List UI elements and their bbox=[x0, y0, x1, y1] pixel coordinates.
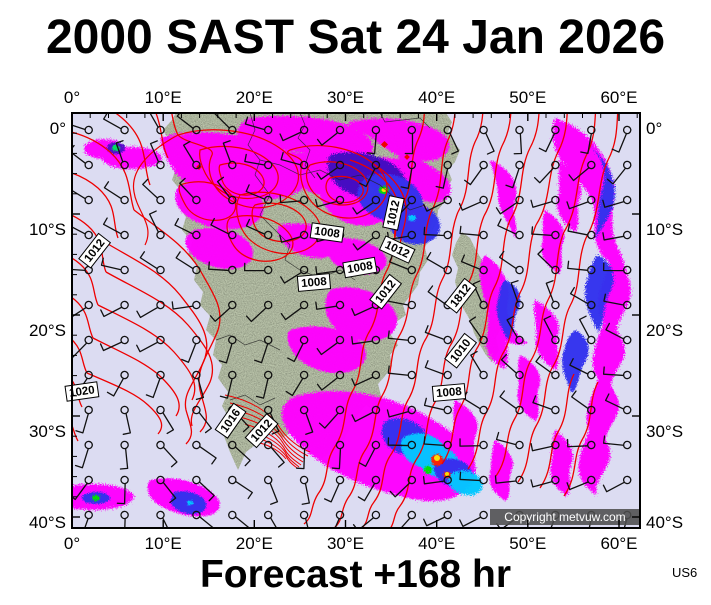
svg-text:60°E: 60°E bbox=[600, 88, 637, 107]
svg-text:40°E: 40°E bbox=[418, 534, 455, 553]
svg-text:20°E: 20°E bbox=[236, 534, 273, 553]
svg-text:0°: 0° bbox=[50, 119, 66, 138]
svg-text:1008: 1008 bbox=[301, 276, 328, 290]
svg-text:40°S: 40°S bbox=[29, 513, 66, 532]
svg-text:20°S: 20°S bbox=[29, 321, 66, 340]
svg-text:50°E: 50°E bbox=[509, 88, 546, 107]
svg-text:30°E: 30°E bbox=[327, 534, 364, 553]
svg-text:50°E: 50°E bbox=[509, 534, 546, 553]
svg-text:30°E: 30°E bbox=[327, 88, 364, 107]
svg-text:40°S: 40°S bbox=[646, 513, 683, 532]
svg-text:30°S: 30°S bbox=[646, 422, 683, 441]
svg-text:20°S: 20°S bbox=[646, 321, 683, 340]
svg-text:40°E: 40°E bbox=[418, 88, 455, 107]
svg-text:10°E: 10°E bbox=[145, 88, 182, 107]
svg-text:0°: 0° bbox=[646, 119, 662, 138]
svg-text:10°E: 10°E bbox=[145, 534, 182, 553]
svg-text:10°S: 10°S bbox=[29, 220, 66, 239]
svg-text:1008: 1008 bbox=[436, 386, 463, 400]
svg-text:20°E: 20°E bbox=[236, 88, 273, 107]
svg-text:60°E: 60°E bbox=[600, 534, 637, 553]
svg-text:0°: 0° bbox=[64, 88, 80, 107]
svg-text:10°S: 10°S bbox=[646, 220, 683, 239]
svg-text:Copyright metvuw.com: Copyright metvuw.com bbox=[504, 510, 625, 524]
svg-text:0°: 0° bbox=[64, 534, 80, 553]
svg-text:30°S: 30°S bbox=[29, 422, 66, 441]
